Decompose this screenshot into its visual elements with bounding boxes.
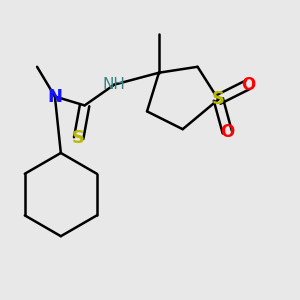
Text: S: S bbox=[212, 91, 225, 109]
Text: O: O bbox=[220, 123, 234, 141]
Text: S: S bbox=[72, 129, 85, 147]
Text: N: N bbox=[47, 88, 62, 106]
Text: O: O bbox=[241, 76, 255, 94]
Text: NH: NH bbox=[103, 77, 126, 92]
